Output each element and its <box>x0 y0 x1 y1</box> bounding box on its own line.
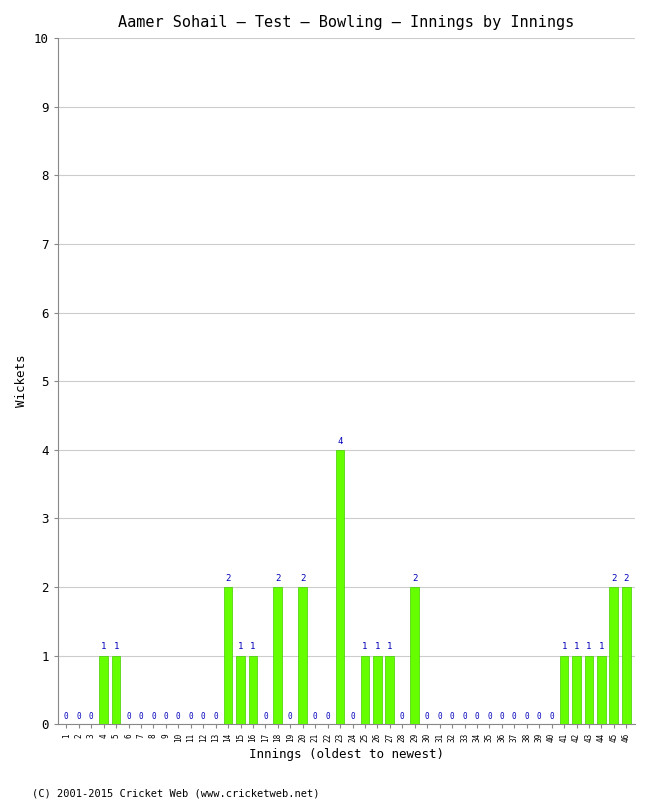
Text: 1: 1 <box>238 642 243 651</box>
Bar <box>224 587 233 724</box>
Text: 0: 0 <box>313 713 317 722</box>
Text: 0: 0 <box>487 713 491 722</box>
Bar <box>610 587 618 724</box>
Text: 0: 0 <box>500 713 504 722</box>
Text: 2: 2 <box>623 574 629 583</box>
Text: 0: 0 <box>188 713 193 722</box>
Text: 0: 0 <box>201 713 205 722</box>
Text: 0: 0 <box>350 713 355 722</box>
Text: 2: 2 <box>611 574 617 583</box>
Text: 1: 1 <box>374 642 380 651</box>
Bar <box>584 655 593 724</box>
Text: 1: 1 <box>387 642 393 651</box>
Text: 0: 0 <box>512 713 517 722</box>
Title: Aamer Sohail – Test – Bowling – Innings by Innings: Aamer Sohail – Test – Bowling – Innings … <box>118 15 575 30</box>
Y-axis label: Wickets: Wickets <box>15 355 28 407</box>
Bar <box>99 655 108 724</box>
Bar <box>385 655 394 724</box>
Text: 0: 0 <box>77 713 81 722</box>
Text: 1: 1 <box>574 642 579 651</box>
Text: 1: 1 <box>599 642 604 651</box>
Text: 0: 0 <box>263 713 268 722</box>
Text: 0: 0 <box>164 713 168 722</box>
Bar <box>236 655 245 724</box>
Bar <box>622 587 630 724</box>
Text: 0: 0 <box>450 713 454 722</box>
Bar <box>335 450 345 724</box>
Text: 0: 0 <box>213 713 218 722</box>
Bar <box>373 655 382 724</box>
Bar <box>248 655 257 724</box>
Text: 0: 0 <box>89 713 94 722</box>
Text: 0: 0 <box>288 713 292 722</box>
Bar <box>274 587 282 724</box>
Bar <box>597 655 606 724</box>
Text: 0: 0 <box>400 713 404 722</box>
Text: 1: 1 <box>362 642 368 651</box>
Bar <box>112 655 120 724</box>
Text: 4: 4 <box>337 437 343 446</box>
Text: 2: 2 <box>300 574 306 583</box>
Text: 1: 1 <box>562 642 567 651</box>
Text: 1: 1 <box>250 642 255 651</box>
Text: 0: 0 <box>525 713 529 722</box>
Text: 0: 0 <box>537 713 541 722</box>
Text: 0: 0 <box>176 713 181 722</box>
Text: 2: 2 <box>275 574 281 583</box>
Text: 0: 0 <box>64 713 69 722</box>
Text: 1: 1 <box>586 642 592 651</box>
Text: 1: 1 <box>101 642 107 651</box>
Text: (C) 2001-2015 Cricket Web (www.cricketweb.net): (C) 2001-2015 Cricket Web (www.cricketwe… <box>32 788 320 798</box>
Text: 0: 0 <box>462 713 467 722</box>
Bar <box>410 587 419 724</box>
Text: 2: 2 <box>226 574 231 583</box>
Text: 0: 0 <box>437 713 442 722</box>
X-axis label: Innings (oldest to newest): Innings (oldest to newest) <box>249 748 444 761</box>
Text: 0: 0 <box>549 713 554 722</box>
Text: 0: 0 <box>325 713 330 722</box>
Bar <box>560 655 568 724</box>
Text: 0: 0 <box>138 713 143 722</box>
Bar <box>572 655 581 724</box>
Text: 0: 0 <box>425 713 430 722</box>
Text: 2: 2 <box>412 574 417 583</box>
Bar <box>298 587 307 724</box>
Text: 0: 0 <box>126 713 131 722</box>
Text: 0: 0 <box>151 713 156 722</box>
Bar <box>361 655 369 724</box>
Text: 0: 0 <box>474 713 479 722</box>
Text: 1: 1 <box>113 642 119 651</box>
